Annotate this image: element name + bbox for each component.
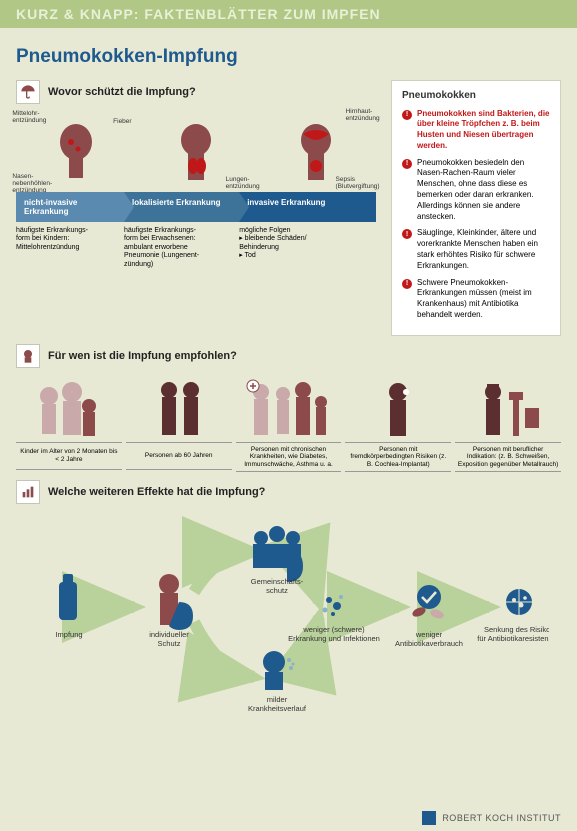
effects-flow-diagram: Impfung individuellerSchutz Gemeinschaft…	[29, 512, 549, 712]
section-protects-against: Wovor schützt die Impfung? Mittelohr-ent…	[16, 80, 376, 269]
pneumokokken-info-box: Pneumokokken !Pneumokokken sind Bakterie…	[391, 80, 561, 336]
label-fieber: Fieber	[113, 118, 131, 125]
left-column: Wovor schützt die Impfung? Mittelohr-ent…	[16, 80, 376, 283]
node-impfung: Impfung	[55, 630, 82, 639]
section1-heading: Wovor schützt die Impfung?	[48, 86, 196, 98]
footer-logo: ROBERT KOCH INSTITUT	[422, 811, 561, 825]
rki-square-icon	[422, 811, 436, 825]
svg-text:milderKrankheitsverlauf: milderKrankheitsverlauf	[248, 695, 307, 712]
infobox-item-2: !Pneumokokken besiedeln den Nasen-Rachen…	[402, 158, 550, 223]
label-lungen: Lungen-entzündung	[226, 176, 260, 190]
group-implant: Personen mit fremdkörperbedingten Risike…	[345, 376, 451, 472]
group-chronic: Personen mit chronischen Krankheiten, wi…	[236, 376, 342, 472]
svg-text:Gemeinschafts-schutz: Gemeinschafts-schutz	[250, 577, 303, 595]
head-noninvasive: Mittelohr-entzündung Fieber Nasen-nebenh…	[18, 112, 133, 192]
svg-text:weniger (schwere)Erkrankung un: weniger (schwere)Erkrankung und Infektio…	[288, 625, 380, 643]
disease-type-arrows: nicht-invasive Erkrankung lokalisierte E…	[16, 192, 376, 222]
section3-heading: Welche weiteren Effekte hat die Impfung?	[48, 486, 265, 498]
arrow-invasive: invasive Erkrankung	[239, 192, 376, 222]
group-children: Kinder im Alter von 2 Monaten bis < 2 Ja…	[16, 376, 122, 472]
footer-text: ROBERT KOCH INSTITUT	[442, 813, 561, 823]
svg-text:individuellerSchutz: individuellerSchutz	[149, 630, 189, 648]
header-banner: KURZ & KNAPP: FAKTENBLÄTTER ZUM IMPFEN	[0, 0, 577, 28]
group-occupational: Personen mit beruflicher Indikation: (z.…	[455, 376, 561, 472]
barchart-icon	[16, 480, 40, 504]
umbrella-icon	[16, 80, 40, 104]
arrow-noninvasive: nicht-invasive Erkrankung	[16, 192, 124, 222]
infobox-item-4: !Schwere Pneumokokken-Erkrankungen müsse…	[402, 278, 550, 321]
group-chronic-label: Personen mit chronischen Krankheiten, wi…	[236, 442, 342, 472]
infobox-item-3: !Säuglinge, Kleinkinder, ältere und vore…	[402, 228, 550, 271]
alert-icon: !	[402, 110, 412, 120]
page-title: Pneumokokken-Impfung	[16, 46, 561, 68]
disease-desc-row: häufigste Erkrankungs-form bei Kindern:M…	[16, 227, 376, 269]
arrow-localized: lokalisierte Erkrankung	[124, 192, 239, 222]
head-localized: Lungen-entzündung	[138, 112, 253, 192]
page-content: Pneumokokken-Impfung Wovor schützt die I…	[0, 28, 577, 712]
group-implant-label: Personen mit fremdkörperbedingten Risike…	[345, 442, 451, 472]
desc-noninvasive: häufigste Erkrankungs-form bei Kindern:M…	[16, 227, 124, 269]
desc-localized: häufigste Erkrankungs-form bei Erwachsen…	[124, 227, 239, 269]
section-further-effects: Welche weiteren Effekte hat die Impfung?	[16, 472, 561, 712]
label-mittelohr: Mittelohr-entzündung	[12, 110, 46, 124]
group-elderly-label: Personen ab 60 Jahren	[126, 442, 232, 470]
section-recommended-for: Für wen ist die Impfung empfohlen? Kinde…	[16, 336, 561, 472]
anatomy-heads-row: Mittelohr-entzündung Fieber Nasen-nebenh…	[16, 112, 376, 192]
label-sepsis: Sepsis(Blutvergiftung)	[336, 176, 380, 190]
alert-icon: !	[402, 229, 412, 239]
group-occupational-label: Personen mit beruflicher Indikation: (z.…	[455, 442, 561, 472]
desc-invasive: mögliche Folgen▸ bleibende Schäden/ Behi…	[239, 227, 376, 269]
label-hirnhaut: Hirnhaut-entzündung	[346, 108, 380, 122]
target-groups-row: Kinder im Alter von 2 Monaten bis < 2 Ja…	[16, 376, 561, 472]
infobox-heading: Pneumokokken	[402, 89, 550, 103]
section2-header: Für wen ist die Impfung empfohlen?	[16, 344, 561, 368]
section1-header: Wovor schützt die Impfung?	[16, 80, 376, 104]
alert-icon: !	[402, 279, 412, 289]
section3-header: Welche weiteren Effekte hat die Impfung?	[16, 480, 561, 504]
group-elderly: Personen ab 60 Jahren	[126, 376, 232, 472]
face-icon	[16, 344, 40, 368]
infobox-item-1: !Pneumokokken sind Bakterien, die über k…	[402, 109, 550, 152]
group-children-label: Kinder im Alter von 2 Monaten bis < 2 Ja…	[16, 442, 122, 470]
svg-text:wenigerAntibiotikaverbrauch: wenigerAntibiotikaverbrauch	[395, 630, 463, 648]
head-invasive: Hirnhaut-entzündung Sepsis(Blutvergiftun…	[258, 112, 373, 192]
alert-icon: !	[402, 159, 412, 169]
section2-heading: Für wen ist die Impfung empfohlen?	[48, 350, 237, 362]
svg-text:Senkung des Risikosfür Antibio: Senkung des Risikosfür Antibiotikaresist…	[477, 625, 549, 643]
label-nasen: Nasen-nebenhöhlen-entzündung	[12, 173, 52, 194]
